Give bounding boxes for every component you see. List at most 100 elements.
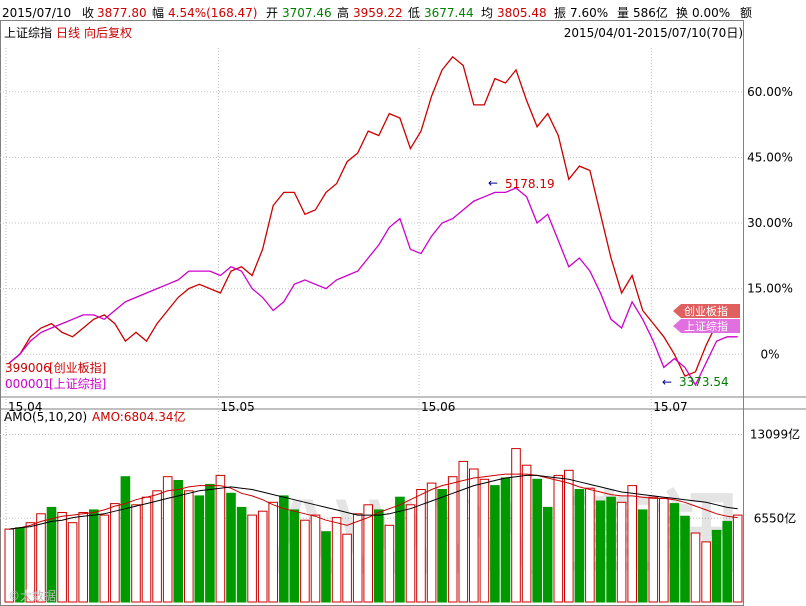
- volume-bar-up: [110, 503, 120, 603]
- legend-sh: 000001: [5, 377, 51, 391]
- volume-bar-up: [268, 501, 278, 603]
- volume-bar-down: [321, 531, 331, 603]
- info-item: 0.00%: [692, 6, 731, 20]
- volume-bar-down: [205, 483, 215, 603]
- volume-bar-down: [437, 489, 447, 603]
- volume-indicator-label[interactable]: AMO(5,10,20): [4, 410, 87, 424]
- tag-sh: 上证综指: [673, 319, 740, 333]
- stock-chart[interactable]: 上证综指 日线 向后复权 2015/04/01-2015/07/10(70日) …: [0, 20, 806, 606]
- volume-bar-up: [521, 464, 532, 603]
- cyb-line: [8, 55, 738, 377]
- info-item: 均: [481, 6, 494, 20]
- volume-bar-down: [374, 509, 384, 603]
- volume-bar-down: [395, 496, 405, 603]
- volume-bar-down: [194, 495, 205, 603]
- volume-bar-up: [701, 541, 711, 603]
- price-axis: 60.00% 45.00% 30.00% 15.00% 0%: [747, 85, 793, 362]
- volume-bar-up: [131, 504, 141, 603]
- volume-bar-up: [627, 485, 638, 603]
- volume-bar-down: [574, 489, 585, 603]
- volume-bar-up: [342, 533, 352, 603]
- volume-bar-down: [669, 503, 680, 603]
- ma10-line: [9, 474, 738, 530]
- price-tick-label: 45.00%: [747, 150, 793, 164]
- info-item: 3959.22: [353, 6, 403, 20]
- volume-bar-up: [648, 496, 659, 603]
- watermark-logo: ©大数据: [8, 588, 56, 603]
- high-arrow-icon: ←: [488, 176, 498, 190]
- volume-bar-down: [120, 476, 131, 603]
- volume-bar-up: [331, 517, 342, 603]
- volume-bar-down: [279, 495, 289, 603]
- info-item: 高: [337, 6, 350, 20]
- volume-bar-down: [637, 509, 648, 603]
- volume-bar-up: [67, 522, 78, 603]
- volume-bar-up: [690, 532, 701, 603]
- volume-bar-up: [184, 490, 194, 603]
- low-annotation: ← 3373.54: [662, 375, 729, 389]
- volume-bar-up: [300, 519, 310, 603]
- price-lines: [8, 55, 738, 387]
- volume-bar-down: [490, 485, 500, 603]
- volume-bar-up: [215, 474, 226, 603]
- info-item: 3877.80: [97, 6, 147, 20]
- volume-bar-up: [458, 460, 469, 603]
- volume-bar-up: [78, 512, 89, 603]
- high-annotation: ← 5178.19: [488, 176, 555, 191]
- volume-bar-up: [416, 489, 426, 603]
- volume-bar-up: [152, 490, 162, 603]
- volume-bar-up: [352, 513, 363, 603]
- adjust-label[interactable]: 向后复权: [84, 25, 132, 40]
- price-tick-label: 15.00%: [747, 282, 793, 296]
- volume-tick-label: 6550亿: [754, 510, 797, 525]
- volume-bar-up: [553, 474, 564, 603]
- volume-bar-down: [89, 509, 99, 603]
- info-item: 3805.48: [497, 6, 547, 20]
- info-item: 低: [408, 6, 421, 20]
- volume-axis: 13099亿 6550亿: [750, 427, 800, 526]
- volume-bar-up: [659, 497, 669, 603]
- info-item: 换: [676, 6, 689, 20]
- date-tick-label: 15.05: [220, 400, 254, 414]
- index-name: 上证综指: [4, 25, 52, 40]
- date-axis: 15.04 15.05 15.06 15.07: [8, 400, 688, 414]
- volume-bar-up: [447, 476, 458, 603]
- volume-bar-up: [57, 512, 67, 603]
- tag-sh-label: 上证综指: [684, 319, 728, 333]
- legend-cyb: 399006: [5, 361, 51, 375]
- volume-bar-down: [226, 492, 236, 603]
- volume-bar-up: [426, 482, 437, 603]
- volume-ma-lines: [9, 473, 738, 530]
- volume-bar-up: [363, 504, 373, 603]
- info-item: 4.54%(168.47): [168, 6, 258, 20]
- info-item: 振: [554, 6, 567, 20]
- quote-info-bar: 2015/07/10 收 3877.80 幅 4.54%(168.47) 开 3707.46…: [0, 0, 806, 22]
- info-item: 7.60%: [570, 6, 609, 20]
- period-label[interactable]: 日线: [56, 26, 80, 40]
- volume-bar-up: [469, 468, 479, 603]
- price-tick-label: 60.00%: [747, 85, 793, 99]
- tag-cyb-label: 创业板指: [684, 304, 728, 318]
- low-value: 3373.54: [679, 375, 729, 389]
- info-item: 量: [617, 6, 630, 20]
- high-value: 5178.19: [505, 177, 555, 191]
- sh-line: [8, 187, 738, 387]
- volume-bar-down: [532, 478, 543, 603]
- volume-bar-up: [25, 522, 36, 603]
- volume-bar-down: [542, 506, 553, 603]
- volume-bar-up: [405, 504, 416, 603]
- volume-bar-down: [236, 506, 247, 603]
- volume-bar-down: [173, 480, 183, 603]
- volume-bar-up: [732, 514, 743, 603]
- volume-bar-down: [500, 477, 511, 603]
- volume-bar-up: [162, 476, 173, 603]
- volume-bar-down: [289, 509, 300, 603]
- volume-bar-up: [257, 510, 268, 603]
- legend-sh-name: [上证综指]: [49, 376, 106, 391]
- tag-cyb: 创业板指: [673, 304, 740, 318]
- info-item: 额: [740, 6, 753, 20]
- volume-bar-up: [616, 501, 627, 603]
- low-arrow-icon: ←: [662, 375, 672, 389]
- price-tick-label: 0%: [760, 347, 779, 361]
- volume-bar-up: [384, 524, 395, 603]
